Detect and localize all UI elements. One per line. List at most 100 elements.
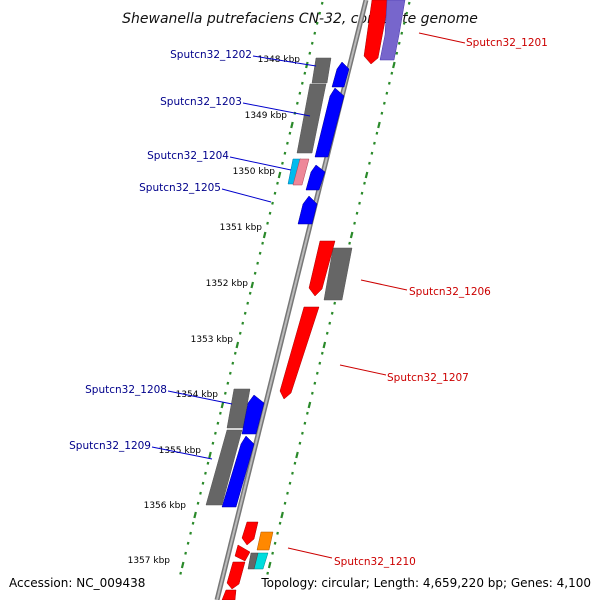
track-dash	[267, 561, 272, 569]
kbp-label: 1349 kbp	[245, 111, 288, 121]
track-dash	[288, 131, 292, 135]
gene-small-red[interactable]	[221, 589, 237, 600]
track-dash	[261, 241, 264, 245]
track-dash	[208, 451, 212, 459]
track-dash	[308, 51, 312, 55]
track-dash	[295, 101, 299, 105]
label-leader	[221, 188, 272, 203]
gene-small-red[interactable]	[226, 561, 246, 590]
gene-sputcn32-1203[interactable]	[314, 87, 345, 158]
track-dash	[193, 511, 197, 519]
label-leader	[252, 55, 317, 67]
genome-summary-text: Topology: circular; Length: 4,659,220 bp…	[260, 576, 591, 590]
track-dash	[358, 201, 361, 205]
gc-bar	[311, 57, 332, 84]
label-sputcn32-1210[interactable]: Sputcn32_1210	[334, 556, 416, 568]
track-dash	[298, 91, 302, 95]
gene-sputcn32-1202[interactable]	[331, 61, 350, 88]
label-sputcn32-1204[interactable]: Sputcn32_1204	[147, 150, 229, 162]
track-dash	[322, 341, 327, 349]
gene-sputcn32-1201[interactable]	[363, 0, 390, 65]
track-dash	[271, 201, 274, 205]
track-dash	[353, 221, 356, 225]
track-dash	[392, 61, 396, 69]
track-dash	[262, 231, 267, 239]
track-dash	[206, 461, 210, 465]
track-dash	[277, 171, 282, 179]
track-dash	[243, 311, 247, 315]
label-sputcn32-1201[interactable]: Sputcn32_1201	[466, 37, 548, 49]
track-dash	[199, 491, 202, 495]
label-leader	[167, 390, 233, 405]
track-dash	[220, 401, 225, 409]
track-dash	[405, 11, 409, 15]
track-dash	[395, 51, 399, 55]
track-dash	[211, 441, 215, 445]
track-dash	[226, 381, 230, 385]
gc-bar	[296, 83, 327, 154]
track-dash	[315, 371, 319, 375]
track-dash	[250, 281, 255, 289]
track-dash	[283, 151, 287, 155]
gene-small-red[interactable]	[234, 544, 251, 562]
track-dash	[310, 391, 314, 395]
gene-sputcn32-1206[interactable]	[308, 240, 336, 297]
track-dash	[313, 381, 317, 385]
label-sputcn32-1203[interactable]: Sputcn32_1203	[160, 96, 242, 108]
track-dash	[276, 531, 279, 535]
track-dash	[281, 161, 284, 165]
gene-sputcn32-1205[interactable]	[297, 195, 318, 225]
gene-sputcn32-1207[interactable]	[279, 306, 320, 400]
track-dash	[268, 211, 272, 215]
label-sputcn32-1208[interactable]: Sputcn32_1208	[85, 384, 167, 396]
track-dash	[325, 331, 329, 335]
label-sputcn32-1202[interactable]: Sputcn32_1202	[170, 49, 252, 61]
forward-genes	[221, 0, 390, 600]
gc-bar	[323, 247, 353, 301]
gene-sputcn32-1208[interactable]	[241, 394, 265, 435]
track-dash	[223, 391, 227, 395]
misc-feature-gray[interactable]	[247, 552, 259, 570]
track-dash	[273, 191, 277, 195]
gc-bar	[205, 429, 243, 506]
track-dash	[288, 481, 292, 485]
track-dash	[303, 71, 307, 75]
kbp-label: 1351 kbp	[220, 223, 263, 233]
track-dash	[307, 401, 312, 409]
label-sputcn32-1205[interactable]: Sputcn32_1205	[139, 182, 221, 194]
backbone	[214, 0, 369, 600]
track-dash	[360, 191, 364, 195]
track-dash	[305, 411, 309, 415]
kbp-label: 1357 kbp	[128, 556, 171, 566]
track-dash	[387, 81, 391, 85]
track-dash	[256, 261, 260, 265]
track-dash	[233, 351, 237, 355]
label-leader	[242, 102, 311, 117]
track-dash	[248, 291, 252, 295]
gene-sputcn32-1210[interactable]	[241, 521, 259, 546]
kbp-label: 1350 kbp	[233, 167, 276, 177]
track-dash	[407, 1, 411, 5]
reverse-genes	[221, 61, 350, 508]
label-sputcn32-1206[interactable]: Sputcn32_1206	[409, 286, 491, 298]
track-dash	[246, 301, 250, 305]
track-dash	[179, 571, 183, 575]
track-dash	[278, 521, 282, 525]
label-sputcn32-1209[interactable]: Sputcn32_1209	[69, 440, 151, 452]
gene-pseudo-purple[interactable]	[379, 0, 406, 61]
track-dash	[318, 361, 322, 365]
track-dash	[385, 91, 389, 95]
gene-sputcn32-1209[interactable]	[221, 435, 255, 508]
misc-feature-orange[interactable]	[256, 531, 274, 551]
track-dash	[266, 221, 269, 225]
label-leader	[339, 364, 387, 376]
misc-feature-pink[interactable]	[292, 158, 310, 186]
gc-bars	[205, 57, 353, 506]
track-dash	[320, 1, 324, 5]
track-dash	[368, 161, 371, 165]
label-sputcn32-1207[interactable]: Sputcn32_1207	[387, 372, 469, 384]
label-leader	[151, 446, 213, 460]
gene-sputcn32-1204[interactable]	[305, 164, 326, 191]
track-dash	[373, 141, 376, 145]
track-dash	[280, 511, 284, 519]
